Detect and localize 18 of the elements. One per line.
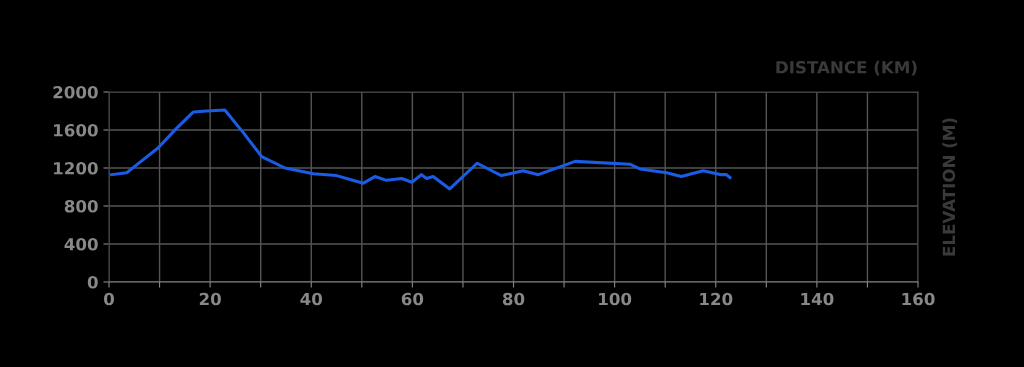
y-tick-label: 1200 [54, 161, 98, 175]
x-tick-label: 80 [502, 292, 525, 306]
line-series [110, 108, 732, 191]
x-tick-label: 0 [104, 292, 114, 306]
y-tick-label: 2000 [53, 85, 98, 99]
x-tick-label: 160 [902, 292, 935, 306]
y-tick-label: 1600 [54, 123, 98, 137]
x-tick-label: 100 [599, 292, 632, 306]
y-tick-label: 400 [64, 237, 98, 251]
x-tick-label: 60 [401, 292, 424, 306]
y-axis-title: ELEVATION (M) [942, 118, 958, 256]
y-tick-label: 800 [64, 199, 98, 213]
x-axis-title: DISTANCE (KM) [776, 60, 917, 76]
x-tick-label: 40 [300, 292, 323, 306]
y-tick-label: 0 [87, 275, 98, 289]
x-tick-label: 140 [801, 292, 834, 306]
x-tick-label: 120 [700, 292, 733, 306]
x-tick-label: 20 [199, 292, 221, 306]
